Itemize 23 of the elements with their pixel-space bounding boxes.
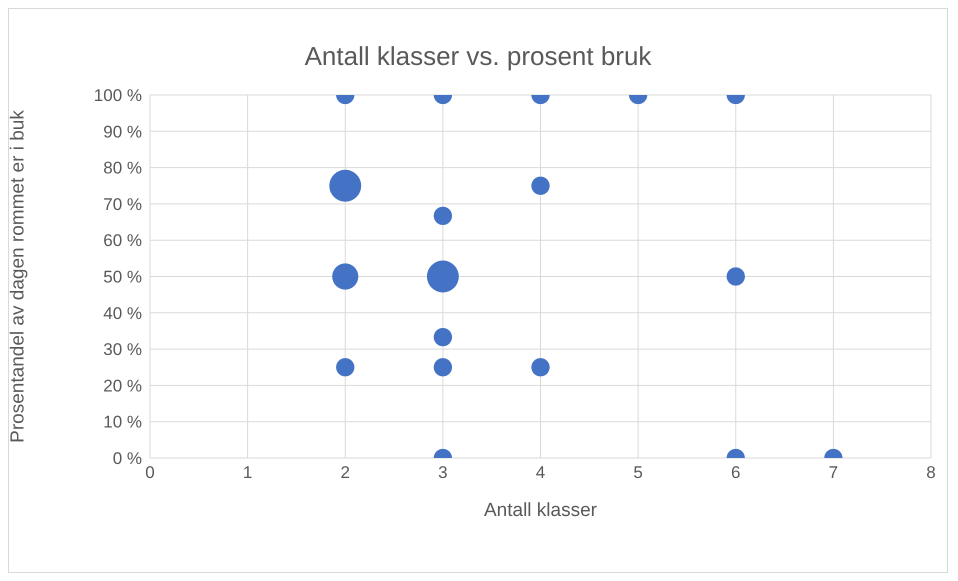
x-tick-label: 8 xyxy=(926,463,936,482)
y-tick-label: 0 % xyxy=(112,449,142,468)
x-tick-label: 4 xyxy=(536,463,546,482)
y-tick-label: 10 % xyxy=(103,412,142,432)
y-tick-label: 70 % xyxy=(103,194,142,214)
x-tick-label: 1 xyxy=(242,463,252,482)
x-tick-label: 2 xyxy=(340,463,350,482)
y-tick-label: 30 % xyxy=(103,340,142,360)
y-tick-label: 60 % xyxy=(103,231,142,250)
y-tick-label: 80 % xyxy=(103,158,142,178)
y-tick-label: 90 % xyxy=(103,122,142,142)
x-axis-title: Antall klasser xyxy=(484,500,598,521)
x-tick-label: 6 xyxy=(731,463,740,482)
x-tick-label: 0 xyxy=(145,463,155,482)
y-axis-title: Prosentandel av dagen rommet er i buk xyxy=(8,110,29,443)
y-tick-label: 100 % xyxy=(94,86,142,106)
x-tick-label: 5 xyxy=(633,463,643,482)
y-tick-label: 50 % xyxy=(103,268,142,287)
x-tick-label: 3 xyxy=(438,463,448,482)
y-tick-label: 20 % xyxy=(103,376,142,396)
chart-title: Antall klasser vs. prosent bruk xyxy=(304,41,652,72)
y-tick-label: 40 % xyxy=(103,304,142,323)
x-tick-label: 7 xyxy=(828,463,838,482)
